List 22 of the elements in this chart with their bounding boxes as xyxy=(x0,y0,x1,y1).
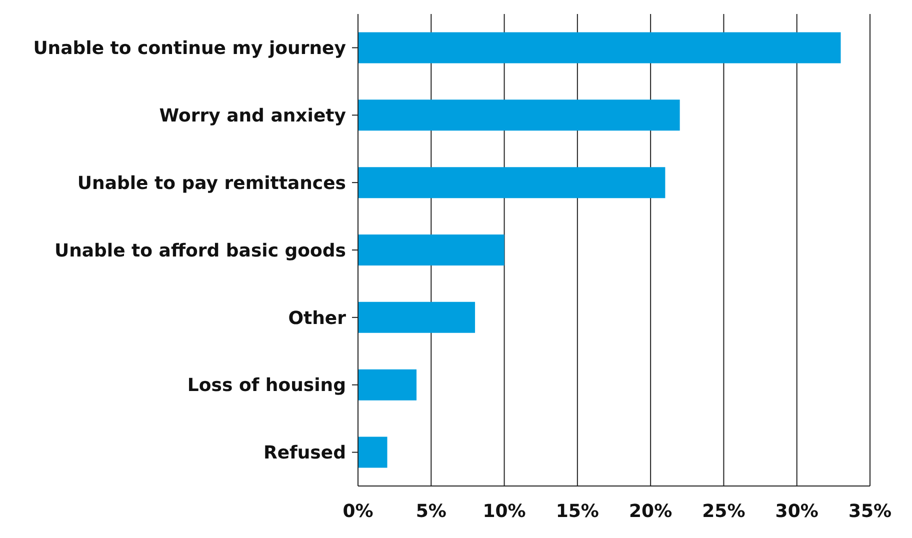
x-tick-label: 15% xyxy=(556,500,599,522)
bar xyxy=(358,100,680,131)
bar xyxy=(358,167,666,198)
y-tick-label: Unable to afford basic goods xyxy=(54,240,346,262)
x-tick-label: 20% xyxy=(629,500,672,522)
x-tick-label: 25% xyxy=(702,500,746,522)
bar xyxy=(358,32,841,64)
x-tick-label: 30% xyxy=(775,500,818,522)
y-tick-label: Unable to pay remittances xyxy=(77,172,346,194)
bar xyxy=(358,436,388,468)
y-tick-label: Other xyxy=(288,308,346,329)
bar xyxy=(358,302,476,333)
bar xyxy=(358,369,417,400)
x-tick-label: 10% xyxy=(482,500,526,522)
x-tick-label: 5% xyxy=(416,500,446,522)
bar xyxy=(358,234,504,266)
x-tick-label: 35% xyxy=(848,500,892,522)
y-tick-label: Refused xyxy=(263,442,346,464)
y-tick-label: Loss of housing xyxy=(187,375,346,396)
y-tick-label: Worry and anxiety xyxy=(159,106,346,127)
y-tick-label: Unable to continue my journey xyxy=(33,38,346,60)
x-tick-label: 0% xyxy=(342,500,374,522)
